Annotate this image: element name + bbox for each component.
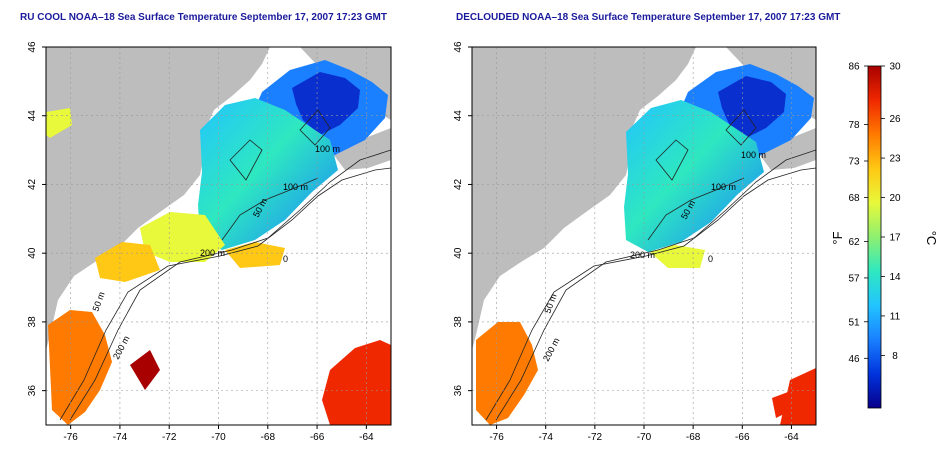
celsius-tick-label: 11	[890, 311, 901, 322]
x-tick-label: -72	[588, 432, 603, 443]
fahrenheit-tick-label: 73	[848, 157, 860, 168]
sst-warm-region	[140, 212, 225, 262]
fahrenheit-tick-label: 57	[848, 273, 860, 284]
fahrenheit-tick-label: 46	[848, 354, 860, 365]
contour-label: 100 m	[741, 150, 766, 160]
fahrenheit-tick-label: 51	[848, 317, 860, 328]
contour-label: 0	[283, 254, 288, 264]
sst-hot-region	[48, 310, 112, 425]
sst-gulf-region	[624, 100, 764, 252]
land-mass	[330, 128, 391, 170]
temperature-colorbar: 86 78 73 68 62 57 51 46 30 26 23 20 17 14 11 8 °F °C	[830, 62, 939, 409]
celsius-tick-label: 8	[892, 351, 898, 362]
y-tick-label: 44	[27, 110, 38, 122]
x-axis-ticks: -76 -74 -72 -70 -68 -66 -64	[489, 425, 799, 443]
fahrenheit-unit-label: °F	[830, 231, 845, 244]
sst-warm-region	[650, 245, 705, 268]
celsius-tick-label: 20	[889, 193, 901, 204]
contour-label: 100 m	[283, 182, 308, 192]
celsius-tick-label: 30	[889, 62, 901, 73]
fahrenheit-tick-label: 62	[848, 237, 860, 248]
sst-map-right: 100 m 100 m 50 m 200 m 50 m 200 m 0 -76-…	[453, 41, 817, 443]
celsius-ticks: 30 26 23 20 17 14 11 8	[881, 62, 901, 362]
x-tick-label: -64	[359, 432, 374, 443]
y-tick-label: 38	[27, 316, 38, 328]
y-tick-label: 44	[453, 110, 464, 122]
sst-coldest-region	[292, 72, 360, 135]
x-tick-label: -70	[637, 432, 652, 443]
celsius-tick-label: 17	[889, 233, 901, 244]
contour-label: 200 m	[630, 250, 655, 260]
sst-hot-region	[130, 350, 160, 390]
y-tick-label: 36	[27, 385, 38, 397]
x-tick-label: -66	[310, 432, 325, 443]
fahrenheit-tick-label: 86	[848, 62, 860, 73]
celsius-tick-label: 26	[889, 114, 901, 125]
y-tick-label: 38	[453, 316, 464, 328]
x-axis-ticks: -76 -74 -72 -70 -68 -66 -64	[63, 425, 374, 443]
land-mass	[46, 47, 270, 350]
x-tick-label: -74	[113, 432, 128, 443]
y-tick-label: 46	[27, 41, 38, 53]
y-tick-label: 36	[453, 385, 464, 397]
y-axis-ticks: 36 38 40 42 44 46	[453, 41, 472, 396]
x-tick-label: -72	[162, 432, 177, 443]
celsius-unit-label: °C	[924, 231, 939, 246]
sst-hot-region	[476, 322, 538, 425]
fahrenheit-ticks: 86 78 73 68 62 57 51 46	[848, 62, 868, 365]
x-tick-label: -68	[261, 432, 276, 443]
fahrenheit-tick-label: 68	[848, 193, 860, 204]
lat-lon-grid	[46, 46, 391, 425]
contour-label: 200 m	[200, 248, 225, 258]
x-tick-label: -64	[784, 432, 799, 443]
land-mass	[756, 128, 816, 170]
land-mass	[472, 47, 696, 350]
sst-hot-region	[322, 340, 391, 425]
y-tick-label: 42	[27, 178, 38, 190]
fahrenheit-tick-label: 78	[848, 120, 860, 131]
x-tick-label: -76	[63, 432, 78, 443]
sst-warm-region	[225, 242, 285, 268]
y-axis-ticks: 36 38 40 42 44 46	[27, 41, 46, 396]
x-tick-label: -74	[538, 432, 553, 443]
y-tick-label: 40	[27, 247, 38, 259]
sst-hot-region	[772, 392, 792, 418]
celsius-tick-label: 23	[889, 154, 901, 165]
sst-warm-region	[95, 242, 160, 282]
contour-label: 100 m	[711, 182, 736, 192]
x-tick-label: -76	[489, 432, 504, 443]
y-tick-label: 40	[453, 247, 464, 259]
contour-label: 0	[708, 254, 713, 264]
celsius-tick-label: 14	[889, 272, 901, 283]
x-tick-label: -66	[735, 432, 750, 443]
contour-label: 100 m	[315, 144, 340, 154]
x-tick-label: -68	[686, 432, 701, 443]
y-tick-label: 46	[453, 41, 464, 53]
y-tick-label: 42	[453, 178, 464, 190]
sst-map-left: 100 m 100 m 50 m 200 m 50 m 200 m 0 -76-…	[27, 41, 392, 443]
x-tick-label: -70	[211, 432, 226, 443]
map-title-right: DECLOUDED NOAA–18 Sea Surface Temperatur…	[456, 12, 841, 23]
map-title-left: RU COOL NOAA–18 Sea Surface Temperature …	[20, 12, 387, 23]
colorbar-scale	[867, 65, 882, 409]
sst-coldest-region	[718, 76, 786, 138]
